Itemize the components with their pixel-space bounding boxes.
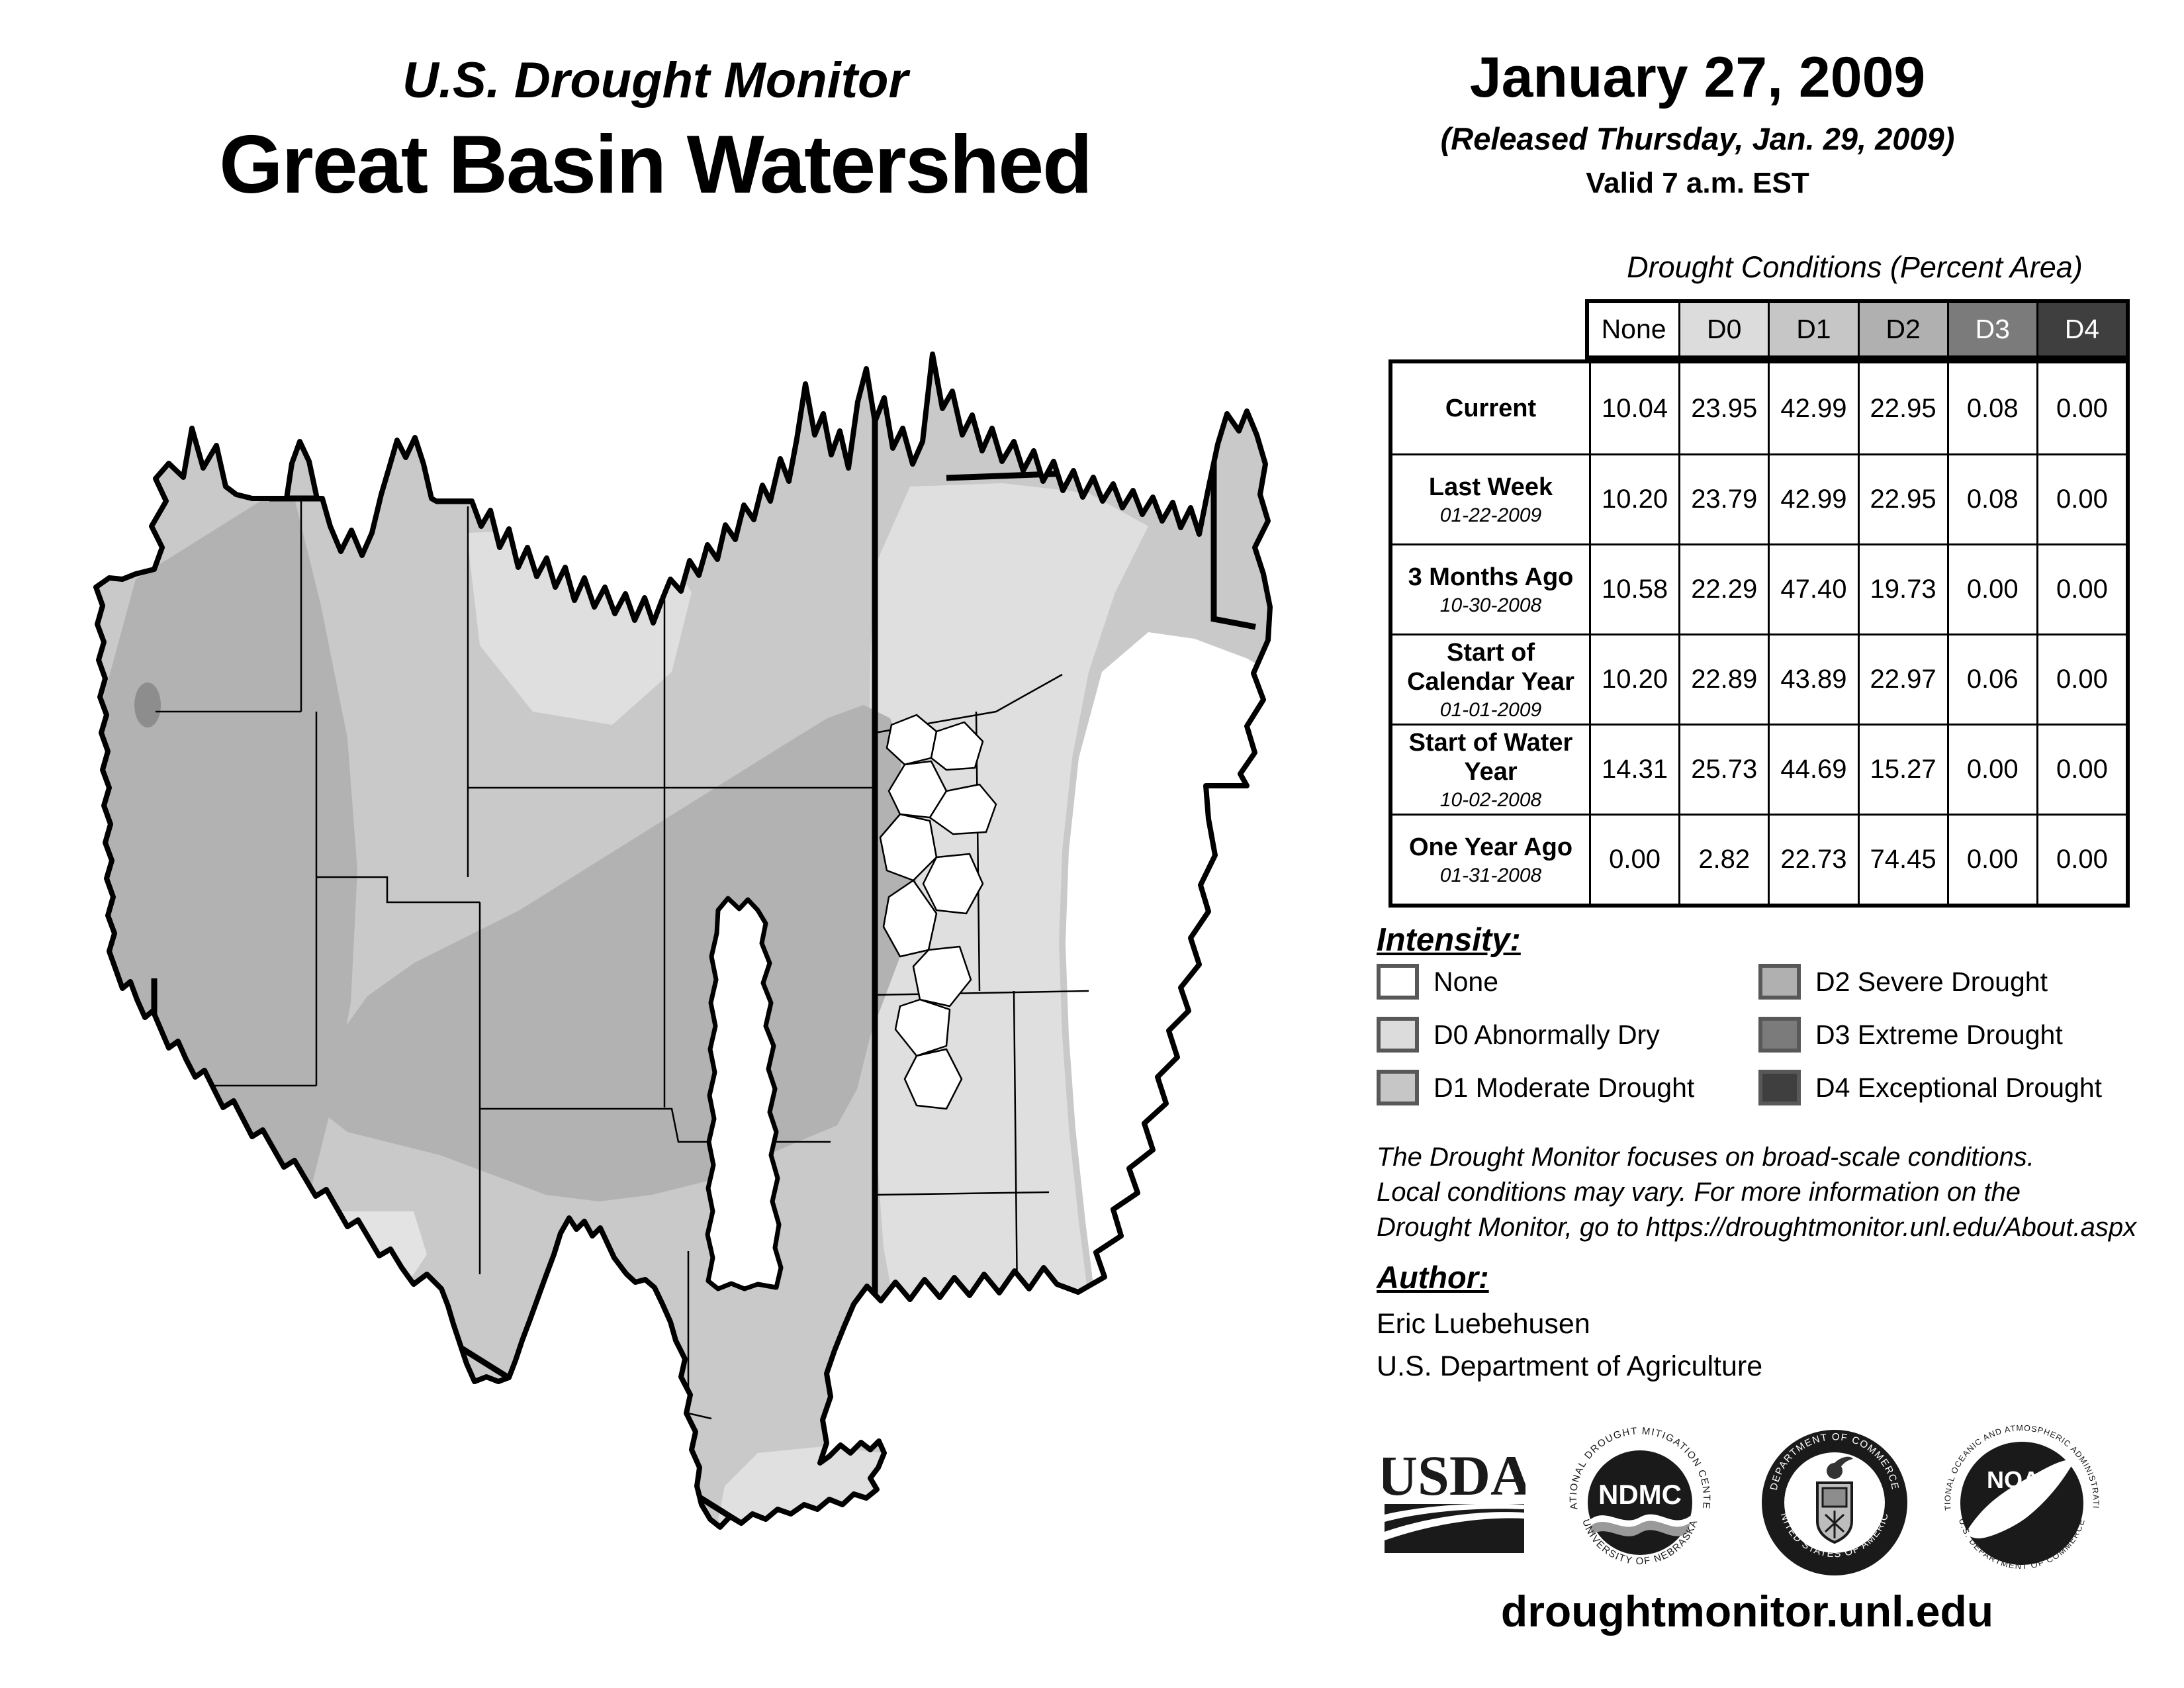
table-cell: 22.95 [1857,453,1947,543]
svg-text:NOAA: NOAA [1987,1466,2057,1493]
table-cell: 0.08 [1946,363,2036,453]
table-cell: 10.20 [1589,633,1679,724]
legend-title: Intensity: [1377,922,1521,958]
table-title: Drought Conditions (Percent Area) [1627,250,2083,284]
author-heading: Author: [1377,1260,1489,1295]
legend-column-1: None D0 Abnormally Dry D1 Moderate Droug… [1377,961,1694,1108]
legend-item-d4: D4 Exceptional Drought [1758,1067,2102,1108]
legend-item-d2: D2 Severe Drought [1758,961,2102,1002]
table-cell: 10.04 [1589,363,1679,453]
table-cell: 2.82 [1678,814,1768,904]
table-cell: 23.79 [1678,453,1768,543]
table-cell: 22.29 [1678,543,1768,633]
legend-item-d3: D3 Extreme Drought [1758,1014,2102,1055]
legend-item-d1: D1 Moderate Drought [1377,1067,1694,1108]
table-cell: 0.00 [2036,633,2126,724]
map-shade-d0 [251,1211,427,1304]
col-header-d4: D4 [2036,303,2126,355]
table-cell: 0.00 [2036,724,2126,814]
table-cell: 0.00 [1946,724,2036,814]
table-cell: 15.27 [1857,724,1947,814]
row-header: Last Week 01-22-2009 [1392,453,1589,543]
ndmc-logo-icon: NDMC NATIONAL DROUGHT MITIGATION CENTER … [1561,1423,1711,1567]
map-shade-none [1066,632,1270,1301]
svg-text:USDA: USDA [1383,1444,1525,1507]
legend-swatch-d3 [1758,1017,1801,1053]
legend-swatch-d2 [1758,964,1801,1000]
table-cell: 42.99 [1768,363,1858,453]
col-header-d1: D1 [1768,303,1858,355]
table-cell: 0.06 [1946,633,2036,724]
table-cell: 14.31 [1589,724,1679,814]
table-cell: 0.00 [1589,814,1679,904]
disclaimer-text: The Drought Monitor focuses on broad-sca… [1377,1143,2137,1242]
author-name: Eric Luebehusen [1377,1308,1590,1340]
table-cell: 0.00 [1946,543,2036,633]
table-cell: 0.00 [2036,814,2126,904]
table-cell: 22.73 [1768,814,1858,904]
table-cell: 0.08 [1946,453,2036,543]
table-cell: 19.73 [1857,543,1947,633]
table-cell: 42.99 [1768,453,1858,543]
map-shade-d2 [96,498,357,1241]
legend-item-none: None [1377,961,1694,1002]
table-cell: 22.89 [1678,633,1768,724]
conditions-table: Current 10.04 23.95 42.99 22.95 0.08 0.0… [1388,359,2130,908]
report-supertitle: U.S. Drought Monitor [402,52,909,109]
released-date: (Released Thursday, Jan. 29, 2009) [1440,121,1955,156]
table-cell: 44.69 [1768,724,1858,814]
row-header: 3 Months Ago 10-30-2008 [1392,543,1589,633]
watershed-outline [93,352,1273,1530]
table-header-row: None D0 D1 D2 D3 D4 [1585,299,2130,359]
svg-text:NDMC: NDMC [1598,1479,1682,1510]
website-url: droughtmonitor.unl.edu [1500,1587,1994,1636]
col-header-d0: D0 [1678,303,1768,355]
valid-time: Valid 7 a.m. EST [1586,167,1809,199]
table-cell: 25.73 [1678,724,1768,814]
map-date: January 27, 2009 [1469,46,1926,109]
small-county-cluster [879,714,997,1110]
legend-item-d0: D0 Abnormally Dry [1377,1014,1694,1055]
table-cell: 47.40 [1768,543,1858,633]
table-cell: 10.58 [1589,543,1679,633]
legend-swatch-d1 [1377,1070,1419,1105]
table-cell: 10.20 [1589,453,1679,543]
usda-logo-icon: USDA [1383,1444,1525,1553]
legend-swatch-d0 [1377,1017,1419,1053]
row-header: Current [1392,363,1589,453]
author-organization: U.S. Department of Agriculture [1377,1350,1763,1382]
col-header-none: None [1589,303,1679,355]
commerce-seal-icon: DEPARTMENT OF COMMERCE UNITED STATES OF … [1754,1422,1907,1575]
col-header-d2: D2 [1857,303,1947,355]
legend-column-2: D2 Severe Drought D3 Extreme Drought D4 … [1758,961,2102,1108]
table-cell: 22.95 [1857,363,1947,453]
table-cell: 0.00 [2036,543,2126,633]
row-header: Start of Calendar Year 01-01-2009 [1392,633,1589,724]
table-cell: 43.89 [1768,633,1858,724]
table-cell: 0.00 [2036,363,2126,453]
map-shade-d3 [134,682,161,727]
table-cell: 22.97 [1857,633,1947,724]
col-header-d3: D3 [1946,303,2036,355]
drought-map [93,352,1273,1530]
table-cell: 0.00 [1946,814,2036,904]
table-cell: 74.45 [1857,814,1947,904]
table-cell: 23.95 [1678,363,1768,453]
row-header: One Year Ago 01-31-2008 [1392,814,1589,904]
non-basin-inlet [705,896,784,1291]
legend-swatch-none [1377,964,1419,1000]
row-header: Start of Water Year 10-02-2008 [1392,724,1589,814]
noaa-logo-icon: NOAA NATIONAL OCEANIC AND ATMOSPHERIC AD… [1939,1421,2100,1571]
table-cell: 0.00 [2036,453,2126,543]
legend-swatch-d4 [1758,1070,1801,1105]
page-title: Great Basin Watershed [219,119,1093,211]
